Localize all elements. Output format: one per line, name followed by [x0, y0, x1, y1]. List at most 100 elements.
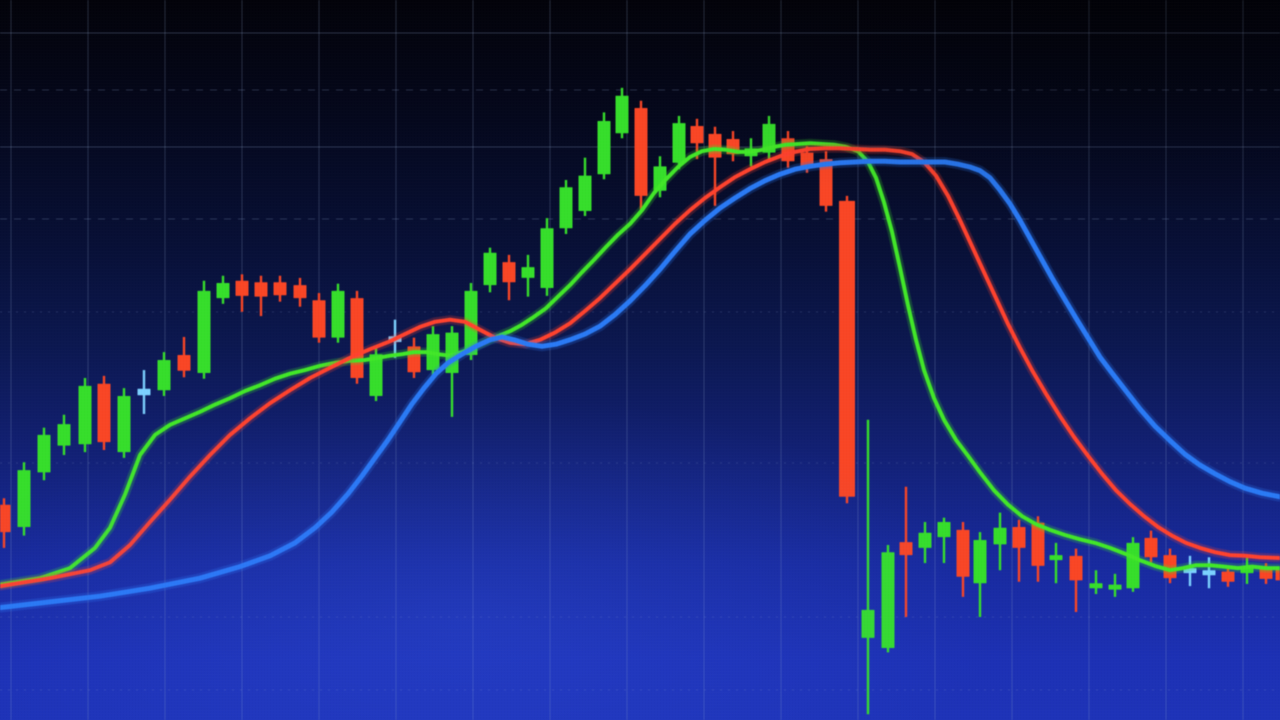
- candle-up: [881, 545, 895, 653]
- candle-body: [502, 262, 516, 283]
- candle-up: [1089, 570, 1103, 594]
- candle-up: [540, 218, 554, 296]
- candle-body: [690, 126, 704, 144]
- candle-body: [615, 95, 629, 134]
- candles-layer: [0, 87, 1280, 715]
- candle-body: [17, 470, 31, 528]
- candle-up: [37, 427, 51, 481]
- candle-body: [1031, 522, 1045, 566]
- candle-body: [483, 252, 497, 286]
- candle-body: [1126, 542, 1140, 589]
- candle-body: [1089, 583, 1103, 589]
- candle-body: [0, 504, 11, 533]
- candle-body: [37, 434, 51, 473]
- candle-up: [521, 254, 535, 297]
- candle-up: [483, 247, 497, 293]
- candle-up: [1108, 573, 1122, 597]
- candle-body: [861, 609, 875, 638]
- candle-body: [1108, 584, 1122, 590]
- candle-body: [956, 529, 970, 577]
- candle-up: [993, 512, 1007, 571]
- candle-body: [254, 282, 268, 297]
- candle-up: [197, 280, 211, 379]
- candle-body: [235, 280, 249, 296]
- candle-up: [1126, 537, 1140, 592]
- candle-down: [1069, 548, 1083, 612]
- candle-body: [1221, 571, 1235, 582]
- candle-body: [1012, 527, 1026, 548]
- candle-down: [839, 195, 855, 504]
- candle-body: [293, 285, 307, 299]
- candle-down: [350, 290, 364, 384]
- candle-body: [899, 542, 913, 556]
- candle-body: [597, 120, 611, 175]
- candle-up: [78, 378, 92, 453]
- ma-fast-line: [0, 141, 1280, 587]
- candle-body: [559, 187, 573, 229]
- candle-down: [0, 498, 11, 548]
- candle-body: [137, 388, 151, 396]
- ma-mid-line: [0, 146, 1280, 589]
- candle-up: [918, 522, 932, 564]
- candle-body: [839, 200, 855, 497]
- candle-up: [445, 326, 459, 417]
- candle-down: [899, 486, 913, 618]
- candle-up: [578, 157, 592, 216]
- candle-body: [672, 123, 686, 163]
- candle-up: [597, 112, 611, 180]
- candle-body: [973, 540, 987, 584]
- ma-lines-layer: [0, 138, 1280, 613]
- candle-body: [634, 108, 648, 196]
- candle-up: [57, 414, 71, 456]
- candle-down: [1012, 519, 1026, 582]
- candle-body: [157, 360, 171, 391]
- candle-down: [177, 336, 191, 378]
- candle-body: [78, 385, 92, 445]
- candle-up: [937, 517, 951, 564]
- candle-down: [502, 254, 516, 301]
- candle-body: [881, 552, 895, 648]
- candle-body: [993, 527, 1007, 545]
- candle-body: [578, 175, 592, 211]
- candle-down: [273, 275, 287, 302]
- candle-body: [1069, 555, 1083, 581]
- candle-down: [407, 337, 421, 378]
- candle-down: [1144, 530, 1158, 563]
- candle-body: [312, 300, 326, 338]
- candle-down: [634, 100, 648, 211]
- candle-body: [1049, 555, 1063, 561]
- candle-down: [254, 275, 268, 317]
- candle-body: [350, 298, 364, 378]
- candle-body: [117, 396, 131, 453]
- ma-slow-line: [0, 158, 1280, 611]
- candle-up: [1049, 542, 1063, 584]
- candle-body: [331, 290, 345, 338]
- candle-body: [1202, 570, 1216, 576]
- candle-up: [973, 532, 987, 618]
- candle-up: [157, 352, 171, 396]
- candle-down: [312, 293, 326, 343]
- candle-up: [216, 275, 230, 304]
- candle-body: [1144, 537, 1158, 558]
- candle-body: [819, 159, 833, 206]
- candle-up: [559, 180, 573, 234]
- candle-body: [57, 424, 71, 446]
- candle-body: [216, 282, 230, 299]
- candle-up: [117, 388, 131, 458]
- candle-body: [540, 228, 554, 288]
- candle-body: [521, 267, 535, 278]
- candle-down: [97, 375, 111, 450]
- candle-body: [97, 383, 111, 443]
- candle-up: [331, 283, 345, 343]
- candle-body: [918, 532, 932, 548]
- candle-body: [937, 522, 951, 538]
- candle-up: [17, 462, 31, 536]
- candle-body: [369, 354, 383, 396]
- candle-body: [177, 354, 191, 371]
- candle-up: [615, 87, 629, 139]
- candle-body: [197, 290, 211, 373]
- candle-down: [956, 522, 970, 597]
